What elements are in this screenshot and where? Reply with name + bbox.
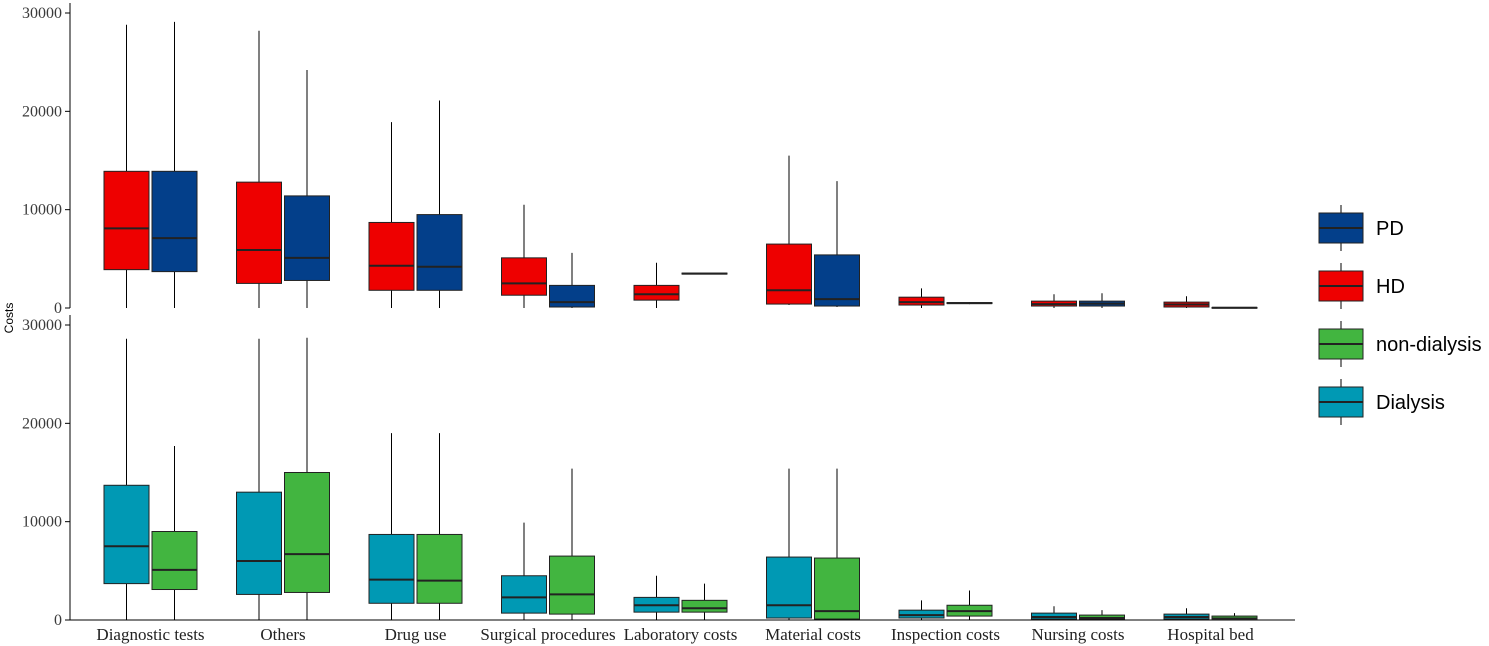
y-axis-label: Costs: [2, 303, 16, 334]
y-tick-label: 30000: [22, 5, 62, 22]
legend: PD HD non-dialysis Dialysis: [1318, 205, 1482, 425]
box-nursing-costs: [1079, 293, 1125, 308]
legend-item-pd: PD: [1318, 205, 1404, 251]
panel-top: 0 10000 20000 30000: [22, 3, 1258, 317]
box-hospital-bed: [1163, 296, 1210, 308]
iqr-box: [368, 221, 415, 291]
box-diagnostic-tests: [151, 445, 198, 620]
iqr-box: [416, 533, 463, 604]
box-diagnostic-tests: [103, 24, 150, 308]
box-nursing-costs: [1079, 610, 1125, 620]
x-tick-label: Material costs: [765, 625, 861, 644]
legend-label: non-dialysis: [1376, 334, 1482, 356]
iqr-box: [814, 557, 860, 620]
iqr-box: [416, 214, 463, 291]
box-inspection-costs: [898, 288, 945, 308]
box-others: [236, 338, 282, 620]
box-inspection-costs: [898, 600, 945, 620]
box-drug-use: [416, 100, 463, 308]
iqr-box: [633, 284, 680, 301]
box-hospital-bed: [1211, 613, 1258, 621]
y-tick-label: 20000: [22, 415, 62, 432]
box-surgical-procedures: [549, 468, 595, 620]
x-axis-labels: Diagnostic tests Others Drug use Surgical p…: [96, 625, 1254, 644]
series-pd: [151, 21, 1258, 309]
box-laboratory-costs: [681, 272, 728, 275]
x-tick-label: Hospital bed: [1167, 625, 1254, 644]
box-drug-use: [416, 433, 463, 620]
box-nursing-costs: [1031, 606, 1077, 620]
iqr-box: [284, 195, 330, 281]
iqr-box: [236, 491, 282, 595]
legend-label: Dialysis: [1376, 392, 1445, 414]
iqr-box: [549, 555, 595, 615]
legend-label: PD: [1376, 218, 1404, 240]
x-tick-label: Surgical procedures: [480, 625, 615, 644]
iqr-box: [284, 472, 330, 593]
box-material-costs: [766, 468, 812, 620]
iqr-box: [236, 181, 282, 284]
iqr-box: [549, 284, 595, 308]
y-tick-label: 10000: [22, 514, 62, 531]
box-diagnostic-tests: [103, 338, 150, 620]
box-drug-use: [368, 433, 415, 620]
y-tick-label: 0: [54, 300, 62, 317]
y-tick-label: 10000: [22, 202, 62, 219]
box-surgical-procedures: [501, 204, 547, 308]
iqr-box: [368, 533, 415, 604]
box-surgical-procedures: [549, 252, 595, 308]
box-diagnostic-tests: [151, 21, 198, 308]
legend-item-dialysis: Dialysis: [1318, 379, 1445, 425]
x-tick-label: Nursing costs: [1031, 625, 1124, 644]
iqr-box: [766, 243, 812, 305]
series-non-dialysis: [151, 337, 1258, 621]
iqr-box: [501, 257, 547, 296]
iqr-box: [814, 254, 860, 307]
panel-bottom: 0 10000 20000 30000: [22, 315, 1295, 629]
box-inspection-costs: [946, 590, 993, 620]
box-others: [284, 337, 330, 620]
x-tick-label: Drug use: [385, 625, 447, 644]
y-tick-label: 20000: [22, 103, 62, 120]
box-hospital-bed: [1163, 608, 1210, 620]
legend-label: HD: [1376, 276, 1405, 298]
box-material-costs: [814, 468, 860, 620]
box-material-costs: [766, 155, 812, 306]
x-tick-label: Inspection costs: [891, 625, 1000, 644]
legend-item-hd: HD: [1318, 263, 1405, 309]
box-material-costs: [814, 181, 860, 308]
series-hd: [103, 24, 1210, 308]
iqr-box: [151, 531, 198, 591]
x-tick-label: Others: [260, 625, 305, 644]
box-drug-use: [368, 122, 415, 308]
iqr-box: [681, 599, 728, 613]
iqr-box: [103, 170, 150, 271]
box-laboratory-costs: [633, 262, 680, 308]
iqr-box: [103, 484, 150, 585]
box-others: [236, 30, 282, 308]
x-tick-label: Diagnostic tests: [96, 625, 204, 644]
x-tick-label: Laboratory costs: [624, 625, 738, 644]
box-hospital-bed: [1211, 306, 1258, 309]
box-nursing-costs: [1031, 294, 1077, 308]
box-others: [284, 70, 330, 308]
iqr-box: [766, 556, 812, 619]
box-laboratory-costs: [633, 575, 680, 620]
box-laboratory-costs: [681, 583, 728, 620]
iqr-box: [501, 575, 547, 614]
series-dialysis: [103, 338, 1210, 620]
y-tick-label: 30000: [22, 317, 62, 334]
legend-item-non-dialysis: non-dialysis: [1318, 321, 1482, 367]
box-inspection-costs: [946, 302, 993, 305]
iqr-box: [151, 170, 198, 273]
box-surgical-procedures: [501, 522, 547, 620]
y-tick-label: 0: [54, 612, 62, 629]
